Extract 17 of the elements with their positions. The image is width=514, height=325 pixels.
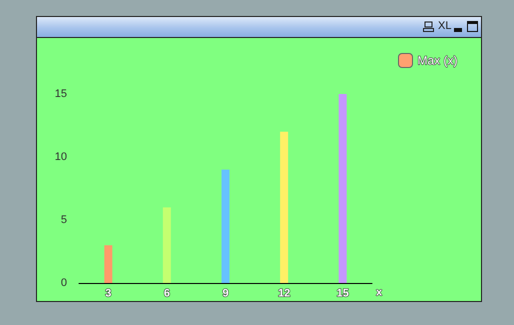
y-tick-label: 0 — [60, 277, 67, 289]
x-tick-label: 3 — [105, 288, 112, 300]
bar — [280, 132, 288, 283]
bar — [162, 207, 171, 283]
x-tick-label: 15 — [336, 288, 349, 300]
bar — [338, 94, 347, 283]
y-tick-label: 10 — [54, 151, 67, 163]
text: XL — [438, 20, 452, 32]
bar — [222, 170, 230, 283]
x-tick-label: 6 — [164, 288, 170, 300]
legend-label: Max (x) — [418, 54, 458, 68]
y-tick-label: 5 — [60, 214, 67, 226]
x-tick-label: 12 — [278, 288, 290, 300]
bar — [104, 245, 112, 283]
x-tick-label: 9 — [222, 288, 229, 300]
y-tick-label: 15 — [54, 88, 67, 100]
x-axis-title: x — [376, 286, 383, 298]
